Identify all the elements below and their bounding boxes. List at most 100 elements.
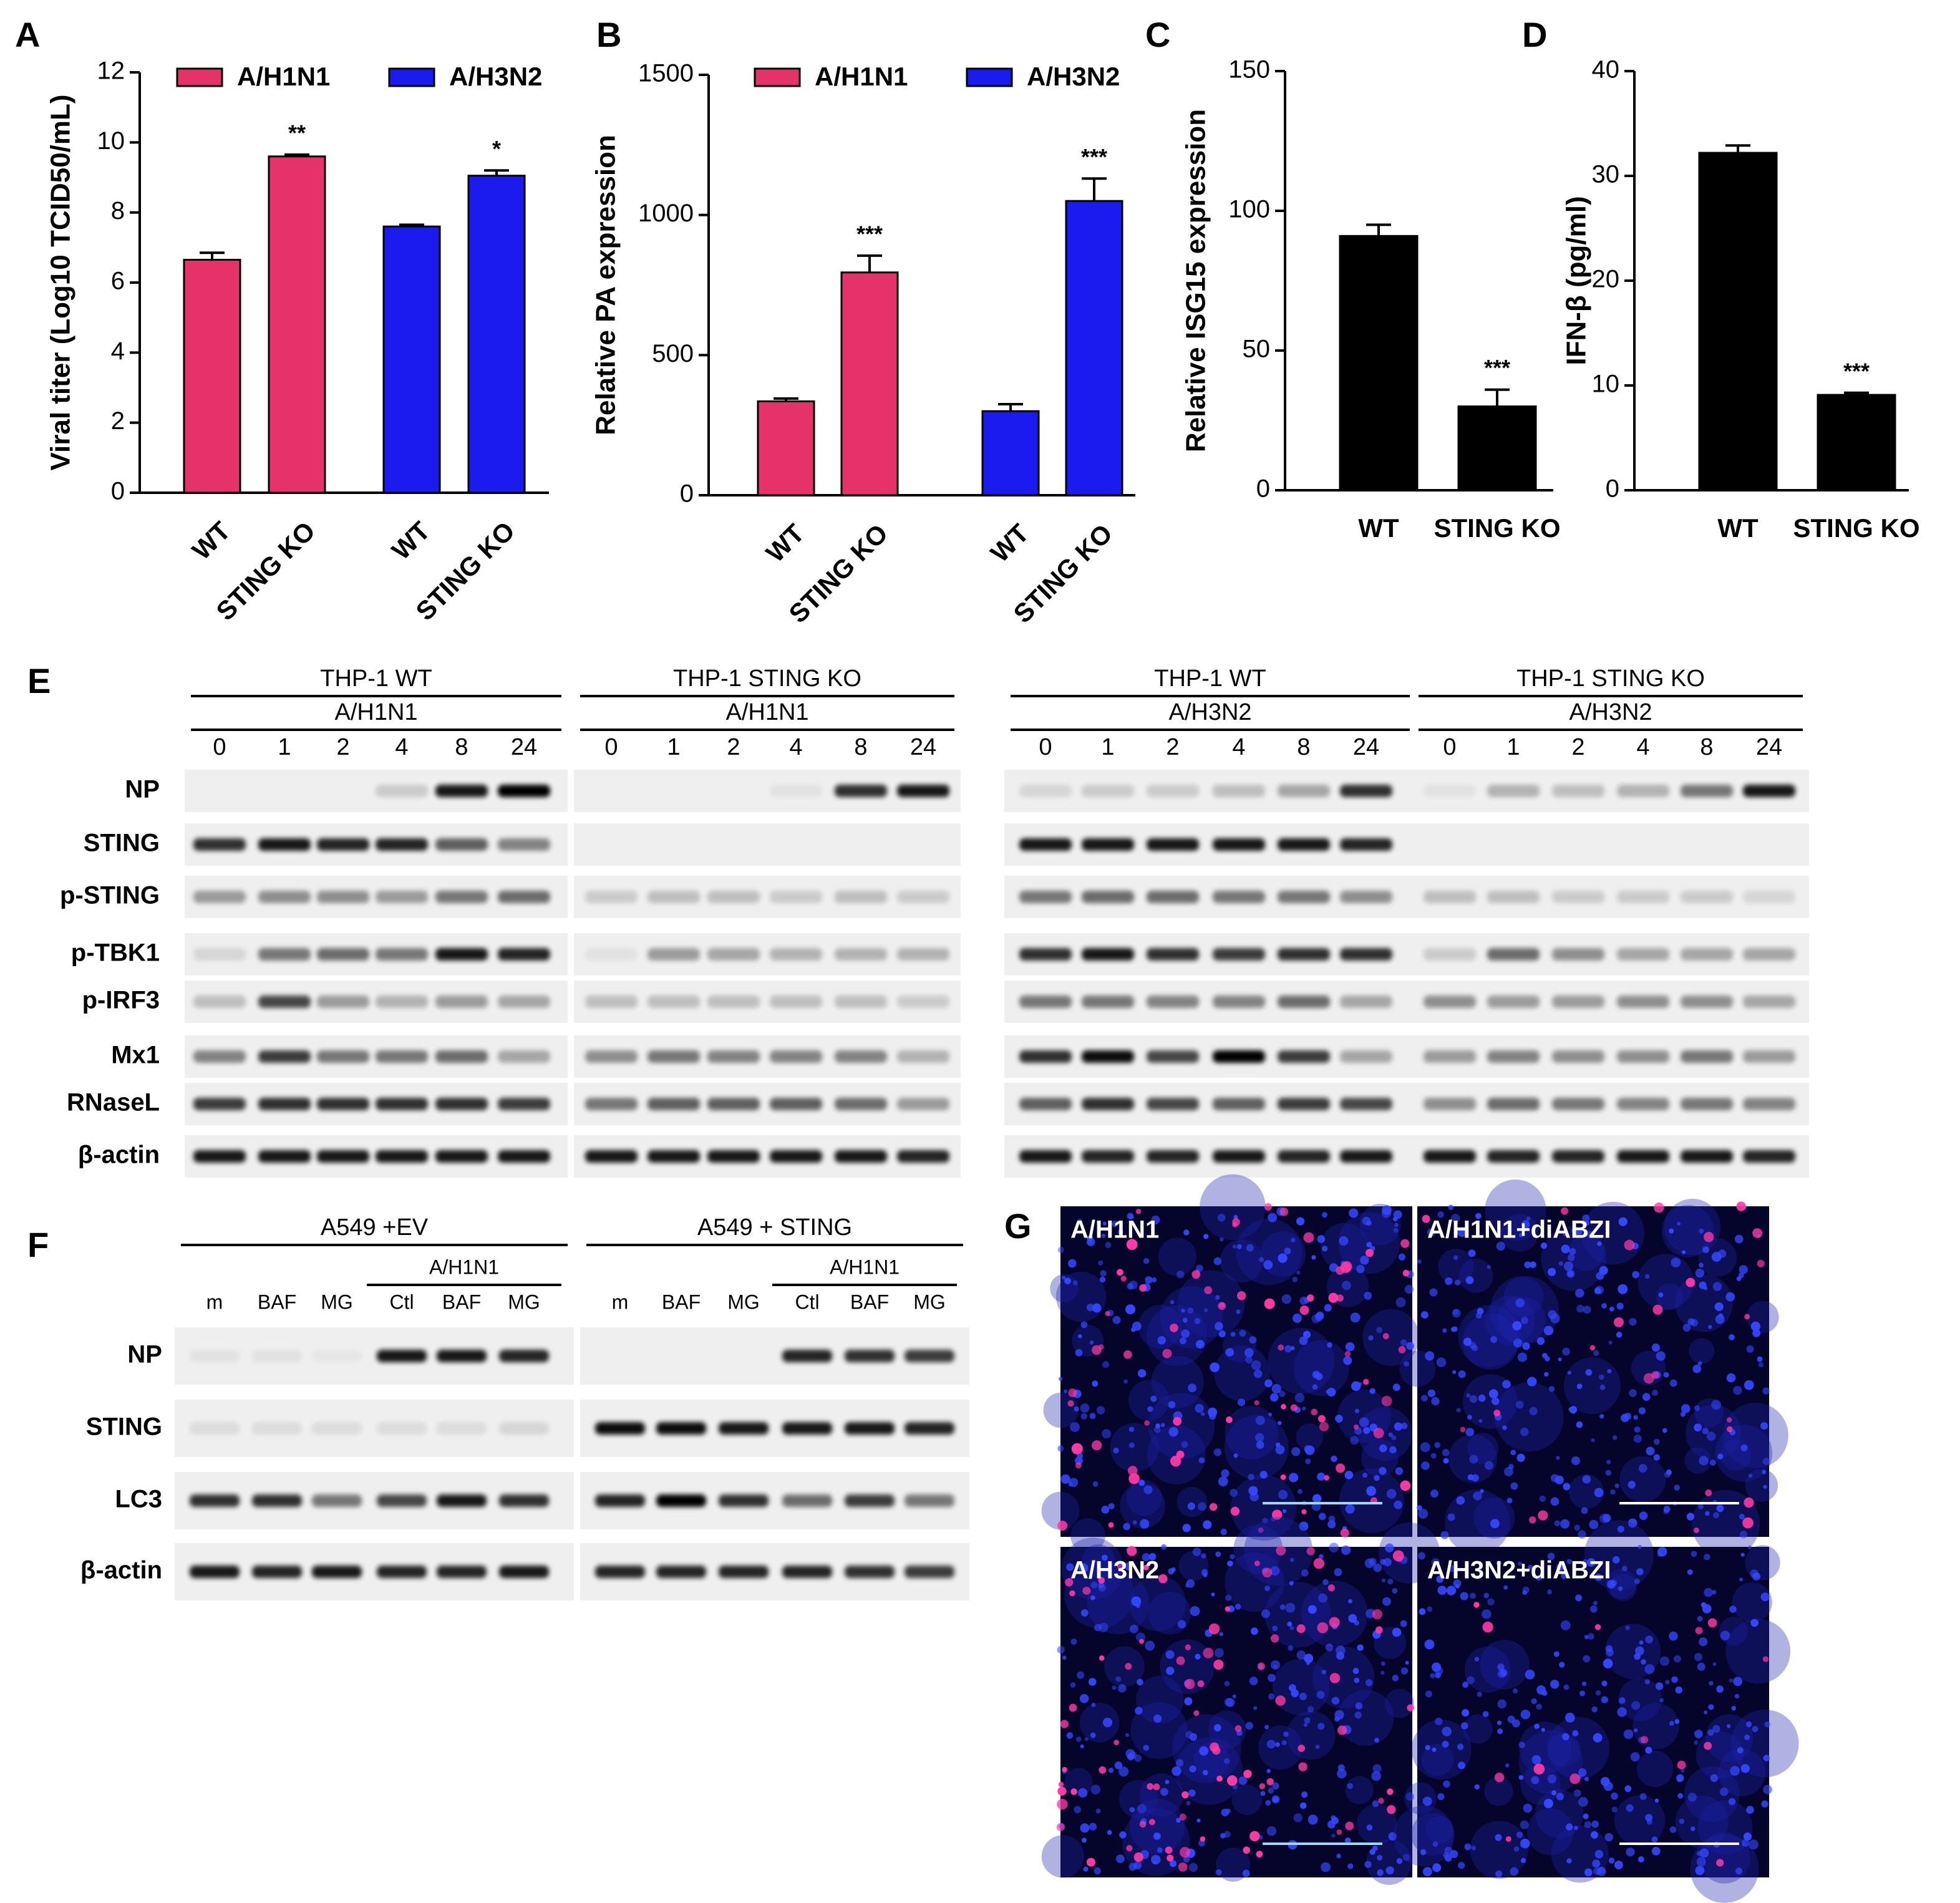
nucleus xyxy=(1618,1217,1628,1226)
nucleus xyxy=(1653,1454,1660,1461)
nucleus xyxy=(1232,1784,1238,1789)
x-tick-label: WT xyxy=(187,516,236,566)
band xyxy=(1278,1050,1330,1063)
nucleus xyxy=(1196,1818,1201,1823)
nucleus xyxy=(1187,1502,1195,1510)
y-tick-label: 30 xyxy=(1592,161,1620,188)
infected-cell xyxy=(1329,1617,1340,1628)
nucleus xyxy=(1559,1662,1565,1668)
cell-cluster xyxy=(1547,1717,1610,1780)
infected-cell xyxy=(1057,1786,1067,1796)
band xyxy=(1278,1150,1330,1163)
band xyxy=(1278,891,1330,903)
nucleus xyxy=(1189,1733,1198,1741)
nucleus xyxy=(1299,1336,1308,1345)
nucleus xyxy=(1132,1520,1137,1525)
nucleus xyxy=(1194,1318,1201,1325)
nucleus xyxy=(1550,1497,1560,1506)
nucleus xyxy=(1626,1847,1635,1857)
cell-cluster xyxy=(1725,1619,1791,1684)
infected-cell xyxy=(1328,1292,1339,1303)
nucleus xyxy=(1260,1791,1266,1796)
nucleus xyxy=(1377,1854,1383,1861)
infected-cell xyxy=(1301,1509,1307,1514)
nucleus xyxy=(1764,1721,1770,1728)
nucleus xyxy=(1200,1412,1205,1416)
nucleus xyxy=(1425,1351,1435,1361)
cell-cluster xyxy=(1225,1405,1279,1460)
nucleus xyxy=(1719,1787,1729,1796)
nucleus xyxy=(1435,1717,1443,1726)
nucleus xyxy=(1321,1862,1331,1872)
nucleus xyxy=(1148,1552,1157,1561)
band xyxy=(1424,891,1476,903)
nucleus xyxy=(1316,1311,1324,1320)
nucleus xyxy=(1278,1421,1282,1425)
band xyxy=(770,948,822,961)
band xyxy=(1278,948,1330,961)
nucleus xyxy=(1556,1793,1565,1801)
nucleus xyxy=(1217,1213,1226,1222)
nucleus xyxy=(1464,1843,1472,1851)
nucleus xyxy=(1273,1665,1278,1669)
infected-cell xyxy=(1652,1304,1663,1315)
nucleus xyxy=(1339,1236,1349,1246)
nucleus xyxy=(1275,1445,1285,1455)
infected-cell xyxy=(1062,1766,1067,1773)
infected-cell xyxy=(1060,1720,1069,1728)
infected-cell xyxy=(1082,1586,1091,1595)
nucleus xyxy=(1261,1609,1270,1619)
band xyxy=(1082,891,1134,903)
nucleus xyxy=(1312,1494,1322,1504)
y-tick-label: 0 xyxy=(680,480,694,508)
nucleus xyxy=(1525,1669,1535,1680)
nucleus xyxy=(1344,1471,1354,1479)
band xyxy=(845,1494,895,1507)
nucleus xyxy=(1396,1858,1403,1864)
band xyxy=(1552,1150,1604,1163)
infected-cell xyxy=(1200,1836,1206,1842)
infected-cell xyxy=(1058,1781,1064,1788)
cell-cluster xyxy=(1393,1805,1455,1867)
nucleus xyxy=(1677,1778,1682,1783)
infected-cell xyxy=(1742,1517,1754,1529)
cell-cluster xyxy=(1547,1733,1581,1767)
nucleus xyxy=(1686,1513,1695,1521)
nucleus xyxy=(1317,1235,1326,1243)
infected-cell xyxy=(1695,1627,1703,1635)
nucleus xyxy=(1522,1586,1530,1594)
infected-cell xyxy=(1135,1209,1142,1214)
nucleus xyxy=(1176,1818,1181,1823)
nucleus xyxy=(1398,1253,1406,1261)
nucleus xyxy=(1598,1374,1604,1380)
nucleus xyxy=(1551,1790,1557,1796)
cell-cluster xyxy=(1661,1204,1714,1257)
lane-label: BAF xyxy=(258,1290,296,1313)
nucleus xyxy=(1065,1563,1074,1571)
nucleus xyxy=(1442,1449,1450,1456)
nucleus xyxy=(1118,1684,1127,1693)
nucleus xyxy=(1253,1706,1258,1710)
nucleus xyxy=(1548,1267,1556,1276)
nucleus xyxy=(1232,1244,1237,1249)
nucleus xyxy=(1226,1698,1235,1707)
nucleus xyxy=(1582,1559,1588,1564)
band xyxy=(1681,948,1733,961)
bar xyxy=(840,271,899,496)
nucleus xyxy=(1153,1860,1157,1865)
cell-cluster xyxy=(1485,1179,1546,1241)
nucleus xyxy=(1669,1631,1678,1641)
x-tick-label: STING KO xyxy=(1434,513,1560,543)
nucleus xyxy=(1431,1397,1440,1406)
band xyxy=(897,891,949,903)
significance: *** xyxy=(1843,358,1870,384)
nucleus xyxy=(1215,1295,1220,1300)
nucleus xyxy=(1301,1569,1309,1577)
cell-cluster xyxy=(1208,1710,1246,1749)
nucleus xyxy=(1112,1685,1117,1690)
nucleus xyxy=(1681,1250,1686,1254)
band xyxy=(376,891,428,903)
nucleus xyxy=(1644,1664,1655,1674)
band xyxy=(648,891,700,903)
cell-cluster xyxy=(1264,1582,1331,1648)
